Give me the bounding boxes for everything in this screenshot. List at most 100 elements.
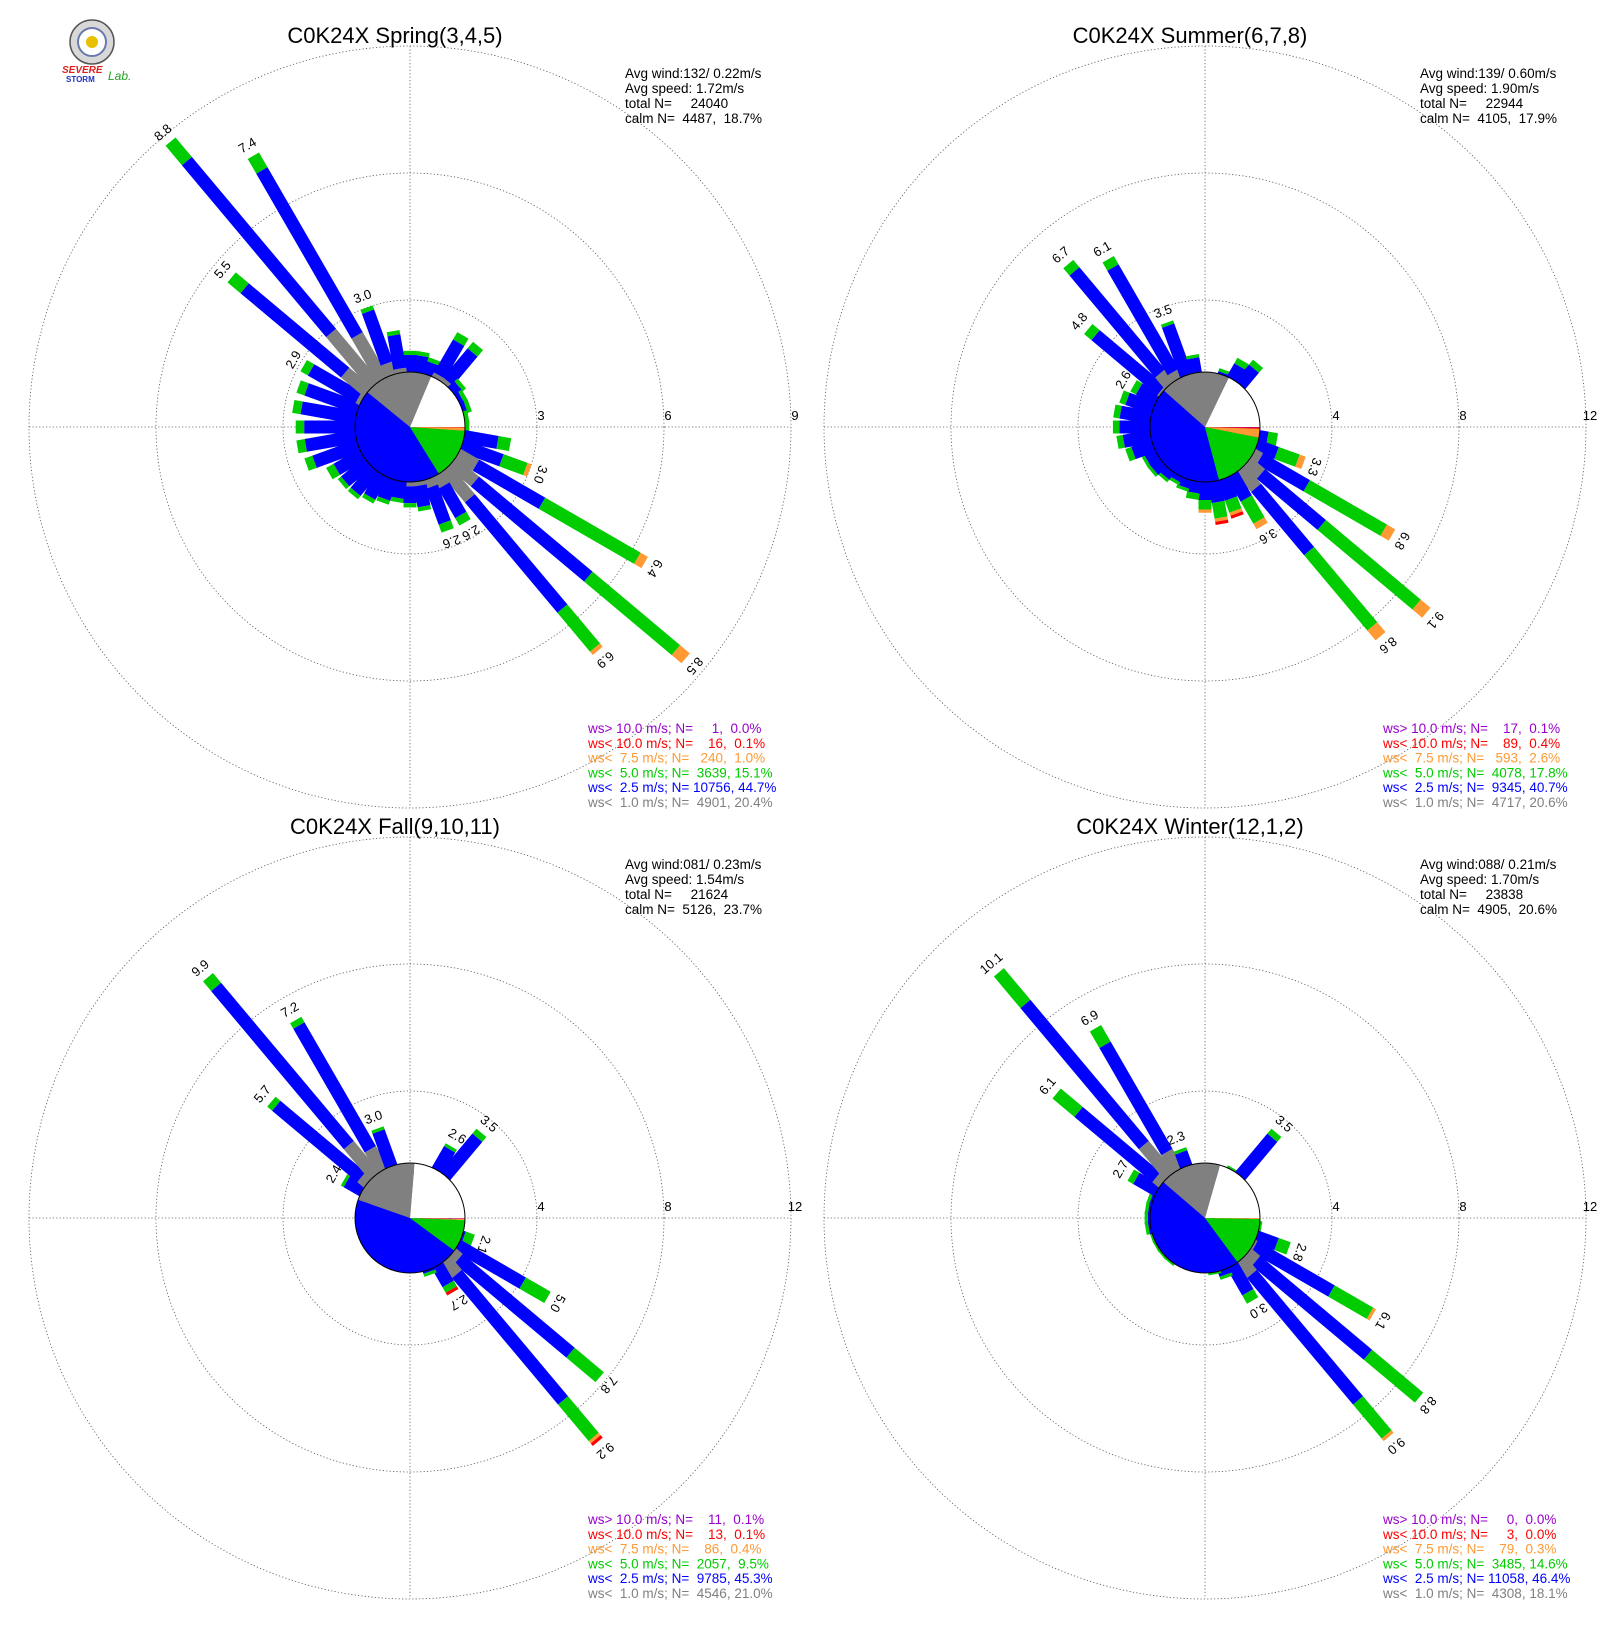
bar-segment bbox=[350, 464, 380, 497]
legend-entry: ws< 2.5 m/s; N= 10756, 44.7% bbox=[587, 780, 776, 795]
bar-segment bbox=[181, 156, 337, 338]
bar-segment bbox=[496, 436, 512, 452]
ring-label: 3 bbox=[537, 408, 544, 423]
bar-label: 2.6 bbox=[441, 532, 463, 552]
grid-ring bbox=[282, 1090, 538, 1346]
stats-line: total N= 23838 bbox=[1420, 887, 1523, 902]
bar-segment bbox=[434, 339, 465, 379]
bar-segment bbox=[1274, 446, 1300, 467]
bar-segment bbox=[590, 1435, 603, 1446]
bar-segment bbox=[1251, 483, 1315, 556]
bar-segment bbox=[454, 378, 467, 392]
bar-segment bbox=[371, 1126, 385, 1134]
bar-segment bbox=[1295, 454, 1306, 469]
pie-slice bbox=[410, 376, 465, 427]
ring-label: 8 bbox=[1459, 1199, 1466, 1214]
bar-segment bbox=[403, 350, 417, 356]
bar-segment bbox=[671, 645, 690, 664]
bar-segment bbox=[1127, 1169, 1140, 1184]
bar-segment bbox=[425, 484, 451, 525]
bar-label: 4.8 bbox=[1067, 310, 1090, 333]
bar-segment bbox=[499, 454, 528, 476]
stats-line: Avg speed: 1.72m/s bbox=[625, 81, 744, 96]
bar-segment bbox=[211, 982, 354, 1150]
pie-slice bbox=[410, 1163, 465, 1218]
bar-segment bbox=[403, 486, 417, 504]
bar-segment bbox=[1240, 495, 1265, 524]
pie-slice bbox=[355, 392, 439, 482]
logo: SEVERE STORM Lab. bbox=[62, 19, 131, 84]
ring-label: 9 bbox=[791, 408, 798, 423]
legend-entry: ws> 10.0 m/s; N= 11, 0.1% bbox=[587, 1512, 764, 1527]
bar-segment bbox=[227, 272, 249, 294]
bar-segment bbox=[519, 1277, 551, 1303]
grid-ring bbox=[155, 963, 665, 1473]
pie bbox=[354, 1162, 466, 1274]
chart-title: C0K24X Summer(6,7,8) bbox=[1073, 23, 1308, 48]
bar-segment bbox=[1089, 1025, 1111, 1049]
pie bbox=[354, 371, 466, 483]
legend-entry: ws< 7.5 m/s; N= 593, 2.6% bbox=[1382, 751, 1560, 766]
legend-entry: ws< 5.0 m/s; N= 3639, 15.1% bbox=[587, 765, 773, 780]
bar-label: 7.8 bbox=[597, 1373, 620, 1396]
pie-slice bbox=[358, 1162, 415, 1218]
bar-label: 6.8 bbox=[1391, 529, 1413, 552]
windrose: 3 6 9 3.0 6.4 8.5 6.9 2.62.6 2.9 5.5 8.8 7.4 3.0 C0K2… bbox=[28, 23, 799, 810]
bar-segment bbox=[459, 439, 504, 467]
bar-segment bbox=[1173, 1147, 1188, 1155]
pie-slice bbox=[1149, 390, 1220, 483]
bar-segment bbox=[455, 511, 471, 526]
legend-entry: ws< 1.0 m/s; N= 4308, 18.1% bbox=[1382, 1586, 1568, 1601]
legend-entry: ws< 10.0 m/s; N= 3, 0.0% bbox=[1382, 1527, 1556, 1542]
bar-segment bbox=[165, 137, 192, 166]
legend-entry: ws< 1.0 m/s; N= 4901, 20.4% bbox=[587, 795, 773, 810]
bar-segment bbox=[1366, 1307, 1376, 1321]
grid-ring bbox=[282, 299, 538, 555]
bar-segment bbox=[1367, 622, 1386, 641]
bar-segment bbox=[463, 410, 470, 424]
bar-label: 6.7 bbox=[1049, 243, 1072, 266]
logo-severe: SEVERE bbox=[62, 65, 103, 76]
bar-label: 2.9 bbox=[282, 348, 304, 371]
bar-segment bbox=[300, 359, 315, 376]
grid-ring bbox=[823, 836, 1587, 1600]
legend-entry: ws< 10.0 m/s; N= 13, 0.1% bbox=[587, 1527, 765, 1542]
bar-segment bbox=[202, 973, 222, 992]
bar-label: 6.9 bbox=[1078, 1007, 1101, 1029]
bar-segment bbox=[1303, 480, 1387, 536]
bar-segment bbox=[312, 439, 361, 468]
bar-segment bbox=[1102, 256, 1119, 271]
bar-segment bbox=[326, 463, 340, 480]
stats-line: calm N= 5126, 23.7% bbox=[625, 902, 762, 917]
pie-slice bbox=[367, 371, 432, 427]
ring-label: 6 bbox=[664, 408, 671, 423]
bar-segment bbox=[472, 1128, 487, 1142]
bar-segment bbox=[333, 448, 366, 475]
stats-line: calm N= 4905, 20.6% bbox=[1420, 902, 1557, 917]
legend-entry: ws< 5.0 m/s; N= 4078, 17.8% bbox=[1382, 765, 1568, 780]
bar-segment bbox=[463, 399, 472, 413]
bar-label: 6.4 bbox=[644, 557, 666, 580]
pie-slice bbox=[1163, 1163, 1221, 1218]
bar-segment bbox=[1230, 511, 1244, 519]
grid-ring bbox=[28, 45, 792, 809]
ring-label: 12 bbox=[788, 1199, 802, 1214]
bar-segment bbox=[292, 400, 303, 415]
bar-segment bbox=[267, 1096, 281, 1111]
bar-label: 3.3 bbox=[1305, 456, 1325, 478]
bar-label: 6.9 bbox=[594, 648, 617, 671]
bar-segment bbox=[584, 571, 681, 656]
legend-entry: ws< 10.0 m/s; N= 16, 0.1% bbox=[587, 736, 765, 751]
grid-ring bbox=[823, 45, 1587, 809]
legend-entry: ws< 10.0 m/s; N= 89, 0.4% bbox=[1382, 736, 1560, 751]
bar-segment bbox=[362, 493, 376, 504]
bar-segment bbox=[427, 357, 441, 366]
bar-label: 5.5 bbox=[211, 258, 234, 281]
bar-segment bbox=[1363, 1349, 1424, 1403]
bar-segment bbox=[1176, 484, 1190, 492]
bar-segment bbox=[1328, 1285, 1374, 1319]
bar-segment bbox=[444, 1143, 457, 1153]
bar-segment bbox=[438, 520, 454, 533]
bar-label: 3.0 bbox=[531, 464, 551, 486]
